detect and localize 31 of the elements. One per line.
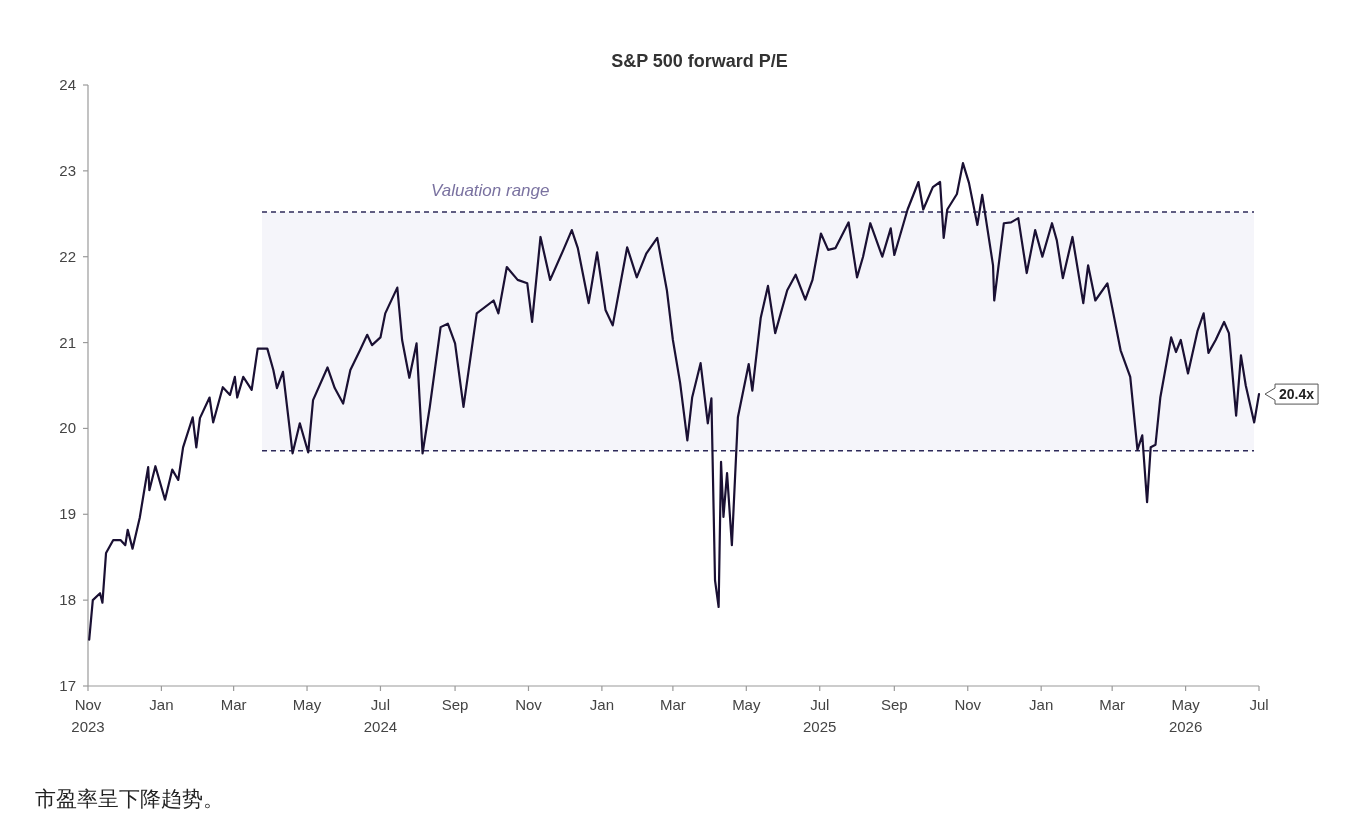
x-tick-label: May 2026 (1168, 696, 1203, 735)
x-tick-label: Nov (954, 696, 982, 713)
x-tick-label: Mar (1099, 696, 1126, 713)
x-tick-label: May (292, 696, 322, 713)
y-tick-label: 21 (59, 333, 76, 351)
x-tick-label: Jan (1029, 696, 1054, 713)
y-tick-label: 19 (59, 505, 76, 523)
band-label: Valuation range (431, 181, 550, 201)
x-tick-label: Nov 2023 (71, 696, 105, 735)
x-tick-label: Jul 2025 (803, 696, 837, 735)
annotation: 20.4x (1279, 386, 1315, 403)
x-tick-label: Mar (659, 696, 686, 713)
callout: 20.4x (1264, 383, 1319, 405)
chart-title: S&P 500 forward P/E (611, 51, 788, 71)
y-tick-label: 20 (59, 419, 76, 437)
y-tick-label: 22 (59, 247, 76, 265)
y-tick-label: 23 (59, 161, 76, 179)
line-series (88, 162, 1261, 641)
x-tick-label: Sep (441, 696, 469, 713)
x-tick-label: Nov (515, 696, 543, 713)
x-tick-label: Mar (220, 696, 247, 713)
x-tick-label: Jul 2024 (363, 696, 398, 735)
text: 市盈率呈下降趋势。 (35, 787, 224, 810)
y-tick-label: 24 (59, 76, 76, 93)
y-tick-label: 18 (59, 591, 76, 609)
y-tick-label: 17 (59, 677, 76, 694)
x-tick-label: Jul (1249, 696, 1269, 713)
x-tick-label: May (732, 696, 761, 713)
x-tick-label: Sep (880, 696, 908, 713)
x-tick-label: Jan (149, 696, 174, 713)
x-tick-label: Jan (589, 696, 614, 713)
